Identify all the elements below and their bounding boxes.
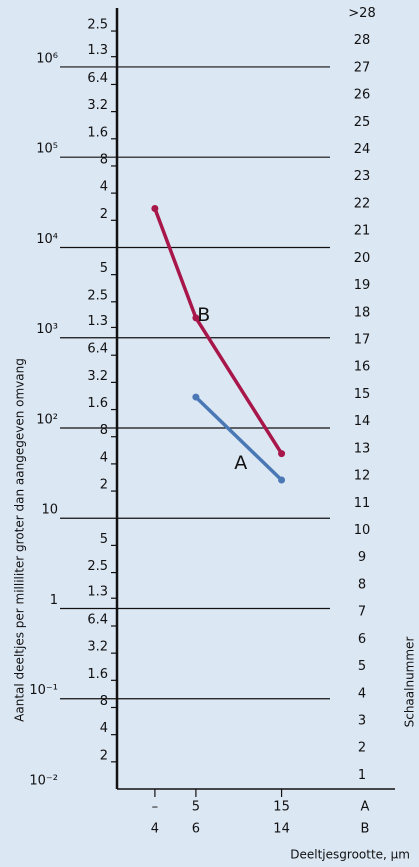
x-tick-label: 6 (192, 822, 200, 837)
y-tick-label: 1.3 (87, 314, 108, 329)
y-tick-label: 10⁴ (36, 232, 58, 247)
row-name: A (361, 800, 370, 815)
y2-tick-label: 2 (358, 741, 366, 756)
x-tick-label: 15 (273, 800, 290, 815)
x-tick-label: 4 (151, 822, 159, 837)
y-tick-label: 3.2 (87, 640, 108, 655)
x-tick-label: 5 (192, 800, 200, 815)
y-tick-label: 3.2 (87, 369, 108, 384)
y2-tick-label: 1 (358, 768, 366, 783)
point (192, 393, 200, 401)
y2-tick-label: 27 (354, 60, 371, 75)
y2-tick-label: 19 (354, 278, 371, 293)
y-tick-label: 8 (100, 423, 108, 438)
x-tick-label: 14 (273, 822, 290, 837)
y-tick-label: 6.4 (87, 71, 108, 86)
y-tick-label: 5 (100, 532, 108, 547)
y2-tick-label: 17 (354, 332, 371, 347)
y2-tick-label: 8 (358, 577, 366, 592)
point (278, 450, 286, 458)
series-label: B (197, 304, 210, 326)
y2-tick-label: 7 (358, 605, 366, 620)
y-tick-label: 4 (100, 450, 108, 465)
y2-tick-label: 5 (358, 659, 366, 674)
x-tick-label: – (152, 800, 159, 815)
y2-tick-label: 25 (354, 115, 371, 130)
y2-axis-label: Schaalnummer (403, 637, 417, 728)
y2-tick-label: 18 (354, 305, 371, 320)
row-name: B (361, 822, 370, 837)
y-tick-label: 4 (100, 721, 108, 736)
series-line (194, 395, 283, 482)
series-label: A (234, 452, 247, 474)
y-tick-label: 10⁻¹ (29, 683, 58, 698)
y-tick-label: 2 (100, 478, 108, 493)
y2-tick-label: 4 (358, 686, 366, 701)
x-axis-label: Deeltjesgrootte, µm (290, 848, 410, 862)
y2-tick-label: 10 (354, 523, 371, 538)
y-tick-label: 1.6 (87, 667, 108, 682)
y2-tick-label: 12 (354, 469, 371, 484)
y-tick-label: 10⁶ (36, 51, 58, 66)
y2-tick-label: 16 (354, 360, 371, 375)
y2-tick-label: 13 (354, 441, 371, 456)
y-tick-label: 6.4 (87, 342, 108, 357)
y-tick-label: 1 (50, 593, 58, 608)
y-tick-label: 10³ (36, 322, 58, 337)
y2-tick-label: 3 (358, 713, 366, 728)
y-tick-label: 10 (41, 503, 58, 518)
y-tick-label: 3.2 (87, 98, 108, 113)
y-tick-label: 2 (100, 207, 108, 222)
y-tick-label: 6.4 (87, 612, 108, 627)
y2-tick-label: 15 (354, 387, 371, 402)
y-tick-label: 8 (100, 152, 108, 167)
y2-tick-label: >28 (348, 6, 375, 21)
y2-tick-label: 14 (354, 414, 371, 429)
y2-tick-label: 6 (358, 632, 366, 647)
y2-tick-label: 24 (354, 142, 371, 157)
point (151, 205, 159, 213)
y2-tick-label: 26 (354, 88, 371, 103)
y-axis-label: Aantal deeltjes per milliliter groter da… (13, 358, 27, 722)
y2-tick-label: 9 (358, 550, 366, 565)
y-tick-label: 1.3 (87, 43, 108, 58)
y2-tick-label: 23 (354, 169, 371, 184)
y-tick-label: 2 (100, 748, 108, 763)
y2-tick-label: 11 (354, 496, 371, 511)
y2-tick-label: 22 (354, 196, 371, 211)
y-tick-label: 10² (36, 412, 58, 427)
y-tick-label: 2.5 (87, 18, 108, 33)
y-tick-label: 10⁵ (36, 142, 58, 157)
y-tick-label: 2.5 (87, 288, 108, 303)
y2-tick-label: 20 (354, 251, 371, 266)
y-tick-label: 10⁻² (29, 774, 58, 789)
y-tick-label: 5 (100, 261, 108, 276)
point (278, 476, 286, 484)
y-tick-label: 1.6 (87, 125, 108, 140)
y-tick-label: 2.5 (87, 559, 108, 574)
point (192, 314, 200, 322)
y-tick-label: 4 (100, 180, 108, 195)
y2-tick-label: 28 (354, 33, 371, 48)
y2-tick-label: 21 (354, 224, 371, 239)
y-tick-label: 8 (100, 694, 108, 709)
y-tick-label: 1.6 (87, 396, 108, 411)
y-tick-label: 1.3 (87, 585, 108, 600)
